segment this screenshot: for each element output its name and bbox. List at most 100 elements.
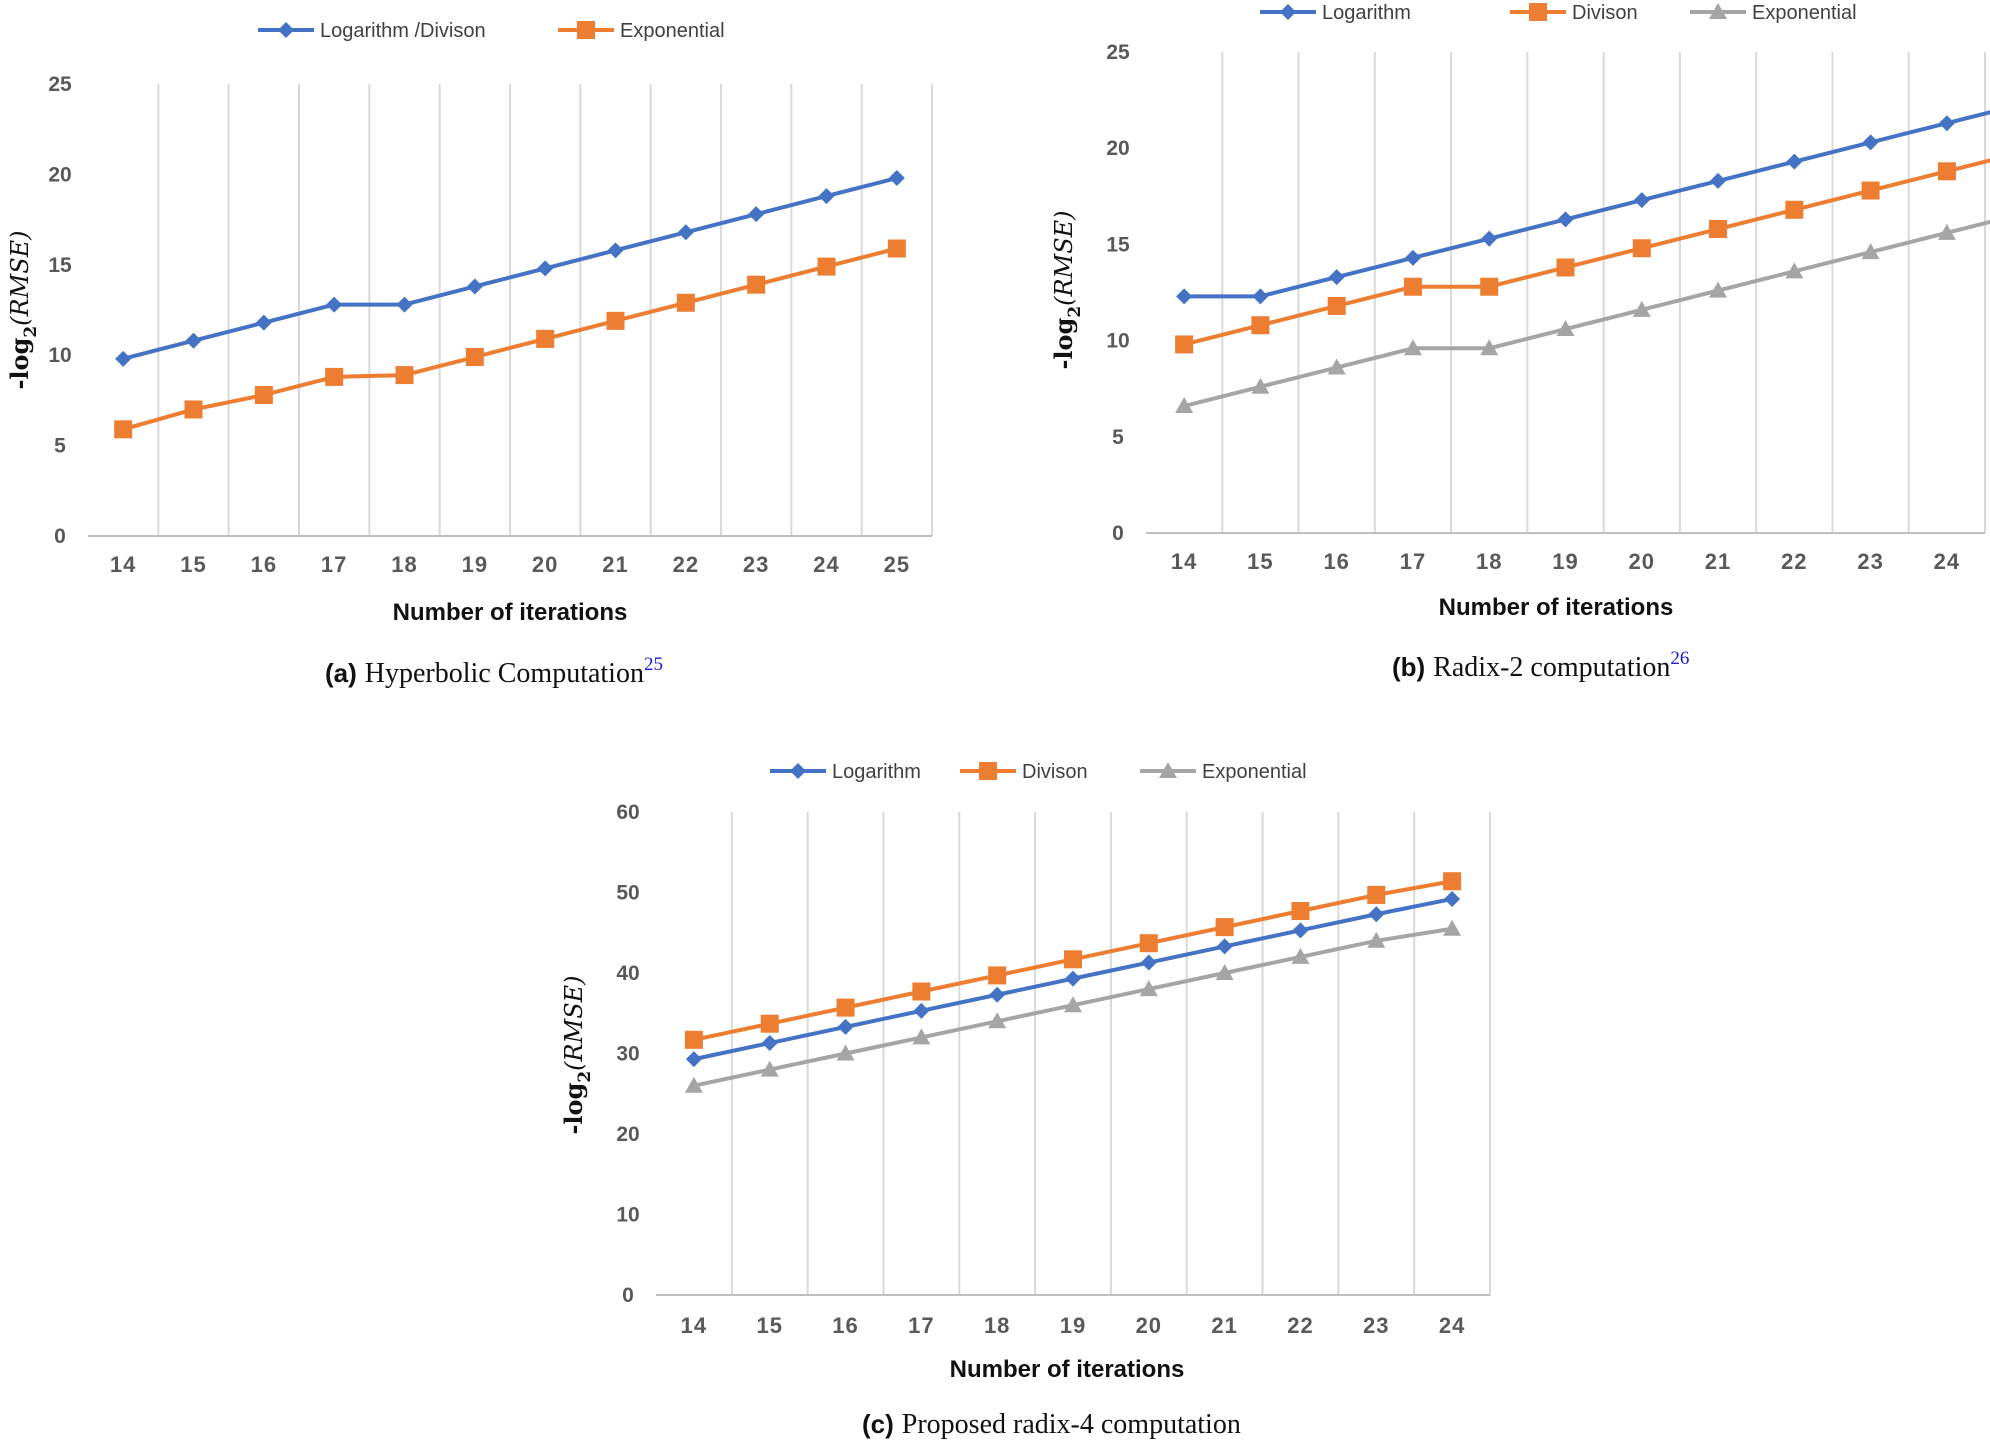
data-point bbox=[115, 350, 132, 367]
x-tick-label: 20 bbox=[1629, 549, 1655, 574]
data-point bbox=[1252, 288, 1269, 305]
y-tick-label: 10 bbox=[1106, 330, 1129, 353]
data-point bbox=[1175, 335, 1194, 354]
data-point bbox=[326, 296, 343, 313]
series-logarithm bbox=[1176, 110, 1990, 305]
data-point bbox=[1291, 947, 1310, 964]
x-tick-label: 20 bbox=[532, 552, 558, 577]
series-divison bbox=[684, 872, 1462, 1049]
data-point bbox=[1367, 931, 1386, 948]
x-tick-label: 22 bbox=[1287, 1313, 1313, 1338]
figure-caption: (a) Hyperbolic Computation25 bbox=[325, 654, 663, 689]
data-point bbox=[1292, 922, 1309, 939]
x-tick-label: 16 bbox=[832, 1313, 858, 1338]
x-tick-label: 23 bbox=[743, 552, 769, 577]
x-axis-title: Number of iterations bbox=[950, 1356, 1185, 1383]
data-point bbox=[325, 367, 344, 386]
x-tick-label: 24 bbox=[1439, 1313, 1465, 1338]
series-exponential bbox=[1175, 219, 1990, 414]
data-point bbox=[184, 400, 203, 419]
y-axis-title-subscript: 2 bbox=[575, 1071, 595, 1083]
chart-panel-b: 0510152025141516171819202122232425Logari… bbox=[1049, 2, 1990, 683]
y-tick-label: 40 bbox=[616, 962, 639, 985]
y-axis-title-subscript: 2 bbox=[1065, 306, 1085, 318]
data-point bbox=[1327, 296, 1346, 315]
x-axis-title: Number of iterations bbox=[393, 599, 628, 626]
y-tick-label: 10 bbox=[616, 1204, 639, 1227]
data-point bbox=[1556, 320, 1575, 337]
series-line bbox=[1183, 219, 1990, 408]
y-tick-label: 0 bbox=[1112, 522, 1124, 545]
x-tick-label: 14 bbox=[1171, 549, 1197, 574]
x-tick-label: 25 bbox=[884, 552, 910, 577]
data-point bbox=[684, 1076, 703, 1093]
y-tick-label: 20 bbox=[616, 1123, 639, 1146]
x-tick-label: 21 bbox=[602, 552, 628, 577]
data-point bbox=[837, 1018, 854, 1035]
data-point bbox=[913, 1002, 930, 1019]
x-tick-label: 17 bbox=[321, 552, 347, 577]
y-axis-title-prefix: -log bbox=[559, 1082, 588, 1134]
x-tick-label: 16 bbox=[1323, 549, 1349, 574]
x-tick-label: 22 bbox=[1781, 549, 1807, 574]
data-point bbox=[1937, 223, 1956, 240]
data-point bbox=[1404, 249, 1421, 266]
caption-letter: (c) bbox=[862, 1409, 894, 1439]
data-point bbox=[1216, 938, 1233, 955]
data-point bbox=[466, 278, 483, 295]
data-point bbox=[185, 332, 202, 349]
y-axis-title-argument: (RMSE) bbox=[1050, 210, 1078, 305]
figure-caption: (c) Proposed radix-4 computation bbox=[862, 1409, 1241, 1440]
legend-entry: Exponential bbox=[1140, 761, 1307, 783]
data-point bbox=[1251, 377, 1270, 394]
caption-text: Radix-2 computation bbox=[1433, 652, 1670, 683]
y-axis-title: -log2(RMSE) bbox=[1049, 210, 1085, 369]
data-point bbox=[606, 311, 625, 330]
legend-marker bbox=[1159, 762, 1177, 778]
legend-label: Logarithm bbox=[1322, 2, 1411, 24]
data-point bbox=[888, 170, 905, 187]
legend-label: Divison bbox=[1572, 2, 1638, 24]
data-point bbox=[912, 982, 931, 1001]
y-axis-title: -log2(RMSE) bbox=[559, 975, 595, 1134]
data-point bbox=[676, 293, 695, 312]
data-point bbox=[537, 260, 554, 277]
series-logarithm bbox=[685, 890, 1461, 1068]
caption-reference-link[interactable]: 25 bbox=[644, 654, 663, 675]
data-point bbox=[536, 329, 555, 348]
x-tick-label: 24 bbox=[1934, 549, 1960, 574]
data-point bbox=[1557, 211, 1574, 228]
data-point bbox=[1251, 316, 1270, 335]
y-tick-label: 15 bbox=[48, 254, 72, 277]
x-tick-label: 19 bbox=[1552, 549, 1578, 574]
y-axis-title-argument: (RMSE) bbox=[560, 975, 588, 1070]
legend-marker bbox=[790, 763, 806, 779]
data-point bbox=[1140, 954, 1157, 971]
data-point bbox=[1709, 281, 1728, 298]
x-tick-label: 15 bbox=[180, 552, 206, 577]
data-point bbox=[1215, 964, 1234, 980]
data-point bbox=[887, 239, 906, 258]
legend-label: Exponential bbox=[1752, 2, 1857, 24]
caption-text: Hyperbolic Computation bbox=[365, 658, 644, 689]
data-point bbox=[395, 366, 414, 385]
data-point bbox=[1709, 220, 1728, 239]
caption-reference-link[interactable]: 26 bbox=[1670, 648, 1689, 669]
x-tick-label: 15 bbox=[756, 1313, 782, 1338]
data-point bbox=[1403, 339, 1422, 356]
data-point bbox=[760, 1014, 779, 1033]
data-point bbox=[685, 1051, 702, 1068]
data-point bbox=[1403, 277, 1422, 296]
data-point bbox=[1480, 277, 1499, 296]
data-point bbox=[1139, 934, 1158, 953]
chart-panel-a: 0 5 10 15 20 25 14 15 16 17 18 19 20 21 22 23 24 25 Logari… bbox=[5, 20, 933, 689]
x-tick-label: 19 bbox=[462, 552, 488, 577]
data-point bbox=[1785, 262, 1804, 279]
data-point bbox=[748, 206, 765, 223]
x-tick-label: 19 bbox=[1060, 1313, 1086, 1338]
x-tick-label: 17 bbox=[1400, 549, 1426, 574]
x-tick-label: 20 bbox=[1136, 1313, 1162, 1338]
y-tick-label: 50 bbox=[616, 882, 639, 905]
data-point bbox=[1368, 906, 1385, 923]
